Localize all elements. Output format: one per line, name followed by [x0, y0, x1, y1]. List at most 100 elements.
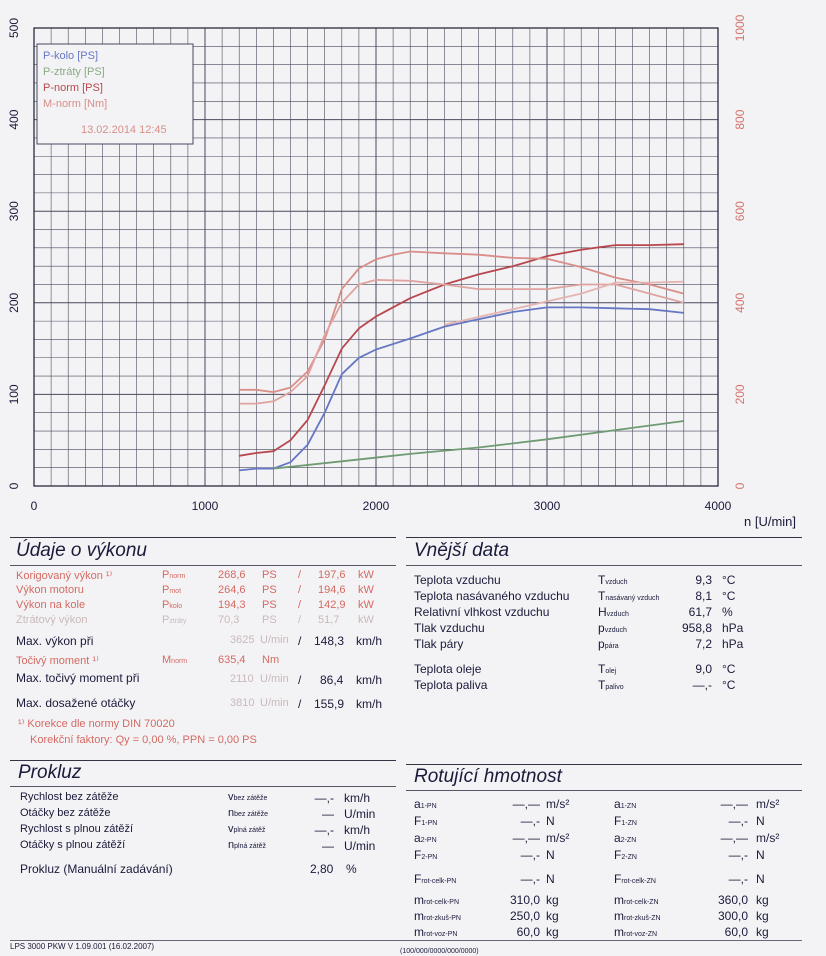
slip-row-symbol: nplná zátěž	[228, 839, 267, 851]
x-axis-label: n [U/min]	[744, 514, 796, 529]
ext-row-symbol: ppára	[598, 637, 619, 651]
perf-row-unit-ps: PS	[262, 599, 277, 611]
max-rpm-rpm-unit: U/min	[260, 697, 289, 709]
slip-row-unit: km/h	[344, 791, 371, 805]
y-right-tick-label: 200	[733, 384, 747, 404]
slip-row-value: —	[322, 839, 334, 853]
perf-row-symbol: Pztráty	[162, 614, 187, 626]
divider-bottom-ext	[406, 565, 802, 566]
ext-row-symbol: Hvzduch	[598, 605, 629, 619]
max-rpm-rpm: 3810	[230, 697, 255, 709]
divider-bottom-slip	[10, 786, 396, 787]
din-note: ¹⁾ Korekce dle normy DIN 70020	[18, 718, 175, 730]
max-torque-label: Max. točivý moment při	[16, 671, 140, 685]
rot-row-value: 300,0	[717, 909, 748, 923]
rotating-title: Rotující hmotnost	[414, 766, 562, 787]
perf-row-value-ps: 264,6	[218, 584, 246, 596]
ext-row-unit: °C	[722, 678, 736, 692]
ext-row-label: Tlak páry	[414, 637, 464, 651]
rot-row-value: 250,0	[509, 909, 540, 923]
divider-bottom-perf	[10, 565, 396, 566]
ext-row-value: 7,2	[695, 637, 712, 651]
max-torque-rpm: 2110	[230, 673, 254, 685]
perf-row-value-kw: 194,6	[318, 584, 346, 596]
rot-row-value: —,—	[720, 797, 748, 811]
perf-row-symbol: Pmot	[162, 584, 182, 596]
rot-row-symbol: F2-ZN	[614, 848, 637, 862]
perf-row-symbol: Pnorm	[162, 569, 186, 581]
perf-row-value-ps: 70,3	[218, 614, 240, 626]
ext-row-value: 8,1	[695, 589, 712, 603]
rot-row-unit: kg	[546, 893, 559, 907]
y-right-tick-label: 0	[733, 482, 747, 489]
torque-symbol: Mnorm	[162, 654, 188, 666]
rot-row-unit: N	[546, 872, 555, 886]
slip-manual-value: 2,80	[310, 862, 334, 876]
x-tick-label: 4000	[705, 499, 732, 513]
footer-version: LPS 3000 PKW V 1.09.001 (16.02.2007)	[10, 942, 155, 951]
series-line-3	[239, 250, 685, 394]
rot-row-symbol: Frot-celk-ZN	[614, 872, 656, 886]
rot-row-symbol: F1-ZN	[614, 814, 637, 828]
max-power-speed-unit: km/h	[356, 634, 383, 648]
ext-row-label: Teplota nasávaného vzduchu	[414, 589, 570, 603]
max-rpm-sep: /	[298, 697, 302, 711]
rot-row-unit: m/s²	[546, 797, 570, 811]
rot-row-symbol: a2-PN	[414, 831, 437, 845]
x-tick-label: 1000	[192, 499, 219, 513]
x-tick-label: 2000	[363, 499, 390, 513]
rot-row-symbol: F1-PN	[414, 814, 438, 828]
perf-row-unit-ps: PS	[262, 614, 277, 626]
rot-row-value: —,-	[520, 872, 540, 886]
page-bottom-rule	[10, 940, 802, 941]
ext-row-symbol: Tolej	[598, 662, 617, 676]
perf-row-unit-ps: PS	[262, 569, 277, 581]
series-line-1	[273, 420, 684, 470]
rot-row-unit: N	[756, 848, 765, 862]
legend-item-p-norm: P-norm [PS]	[43, 82, 103, 94]
slip-manual-unit: %	[346, 862, 357, 876]
slip-row-value: —	[322, 807, 334, 821]
dyno-chart: 0 1000 2000 3000 4000 0 100 200 300 400 500 0 200 400…	[7, 14, 796, 529]
legend-box	[36, 43, 194, 145]
perf-row-value-ps: 268,6	[218, 569, 246, 581]
y-right-tick-label: 800	[733, 109, 747, 129]
rot-row-unit: N	[756, 814, 765, 828]
slip-row-unit: U/min	[344, 807, 376, 821]
rot-row-unit: N	[546, 814, 555, 828]
y-left-tick-label: 500	[7, 18, 21, 38]
perf-row-sep: /	[298, 599, 302, 611]
max-rpm-label: Max. dosažené otáčky	[16, 696, 136, 710]
slip-row-symbol: nbez zátěže	[228, 807, 268, 819]
torque-value: 635,4	[218, 654, 246, 666]
series-line-5	[444, 280, 684, 326]
perf-row-unit-kw: kW	[358, 569, 374, 581]
ext-row-unit: °C	[722, 589, 736, 603]
rot-row-value: 310,0	[509, 893, 540, 907]
perf-row-unit-kw: kW	[358, 599, 374, 611]
ext-row-value: 9,3	[695, 573, 712, 587]
torque-unit: Nm	[262, 654, 280, 666]
rot-row-value: —,—	[720, 831, 748, 845]
max-power-speed: 148,3	[314, 634, 345, 648]
slip-row-symbol: vbez zátěže	[228, 791, 268, 803]
plot-frame	[33, 27, 719, 487]
slip-row-symbol: vplná zátěž	[228, 823, 266, 835]
ext-row-unit: °C	[722, 573, 736, 587]
rot-row-symbol: mrot-celk-PN	[414, 893, 460, 907]
rot-row-value: —,—	[512, 797, 540, 811]
x-tick-label: 0	[31, 499, 38, 513]
rot-row-symbol: mrot-voz-ZN	[614, 925, 658, 939]
rot-row-unit: N	[546, 848, 555, 862]
rot-row-value: —,—	[512, 831, 540, 845]
perf-row-value-kw: 142,9	[318, 599, 346, 611]
ext-row-label: Teplota paliva	[414, 678, 488, 692]
perf-row-value-kw: 51,7	[318, 614, 340, 626]
rot-row-value: 60,0	[516, 925, 540, 939]
perf-row-value-kw: 197,6	[318, 569, 346, 581]
external-section	[406, 537, 802, 538]
y-right-tick-label: 400	[733, 292, 747, 312]
ext-row-symbol: Tpalivo	[598, 678, 624, 692]
rot-row-value: —,-	[520, 848, 540, 862]
perf-row-label: Korigovaný výkon ¹⁾	[16, 570, 113, 582]
